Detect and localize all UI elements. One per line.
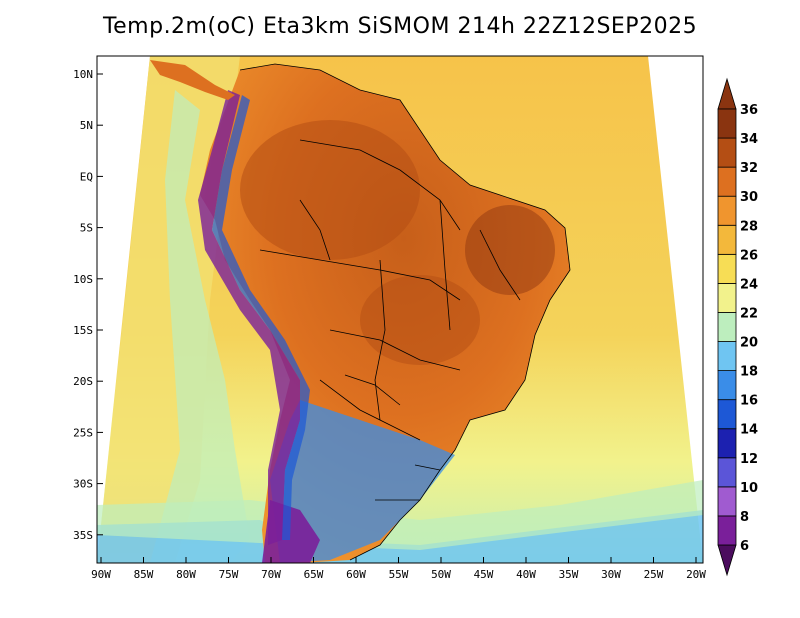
colorbar-segment <box>717 166 737 197</box>
colorbar-label: 26 <box>740 248 758 263</box>
colorbar-segment <box>717 341 737 371</box>
longitude-axis: 90W 85W 80W 75W 70W 65W 60W 55W 50W 45W 40W 35W 30W 2… <box>91 557 706 581</box>
southern-cool-land <box>270 400 455 563</box>
southern-cool-ocean <box>97 480 703 550</box>
amazon-hot-zone <box>240 120 420 260</box>
lat-tick-label: EQ <box>80 170 93 183</box>
political-borders <box>239 63 571 561</box>
colorbar-label: 34 <box>740 132 758 147</box>
lon-tick-label: 25W <box>644 568 664 581</box>
colorbar-segment <box>717 457 737 488</box>
lon-tick-label: 40W <box>516 568 536 581</box>
colorbar-segment <box>717 312 737 342</box>
lat-tick-label: 35S <box>73 529 93 542</box>
colorbar-segment <box>717 399 737 430</box>
colorbar-label: 22 <box>740 306 758 321</box>
colorbar-label: 8 <box>740 510 749 525</box>
colorbar-label: 14 <box>740 423 758 438</box>
colorbar-label: 12 <box>740 452 758 467</box>
lon-tick-label: 20W <box>686 568 706 581</box>
lat-tick-label: 10S <box>73 273 93 286</box>
colorbar-label: 6 <box>740 539 749 554</box>
lon-tick-label: 75W <box>219 568 239 581</box>
colorbar: 6 8 10 12 14 16 18 20 22 24 26 28 30 32 34 36 <box>717 77 758 577</box>
lon-tick-label: 60W <box>346 568 366 581</box>
lat-tick-label: 15S <box>73 324 93 337</box>
lon-tick-label: 50W <box>431 568 451 581</box>
colorbar-label: 30 <box>740 190 758 205</box>
pacific-coastal-cool-strip <box>150 90 250 563</box>
colorbar-label: 18 <box>740 365 758 380</box>
lon-tick-label: 80W <box>176 568 196 581</box>
colorbar-segment <box>717 486 737 517</box>
colorbar-label: 36 <box>740 103 758 118</box>
central-america-land <box>150 60 235 100</box>
lat-tick-label: 30S <box>73 478 93 491</box>
colorbar-segment <box>717 224 737 255</box>
map-title: Temp.2m(oC) Eta3km SiSMOM 214h 22Z12SEP2… <box>102 14 698 39</box>
colorbar-label: 32 <box>740 161 758 176</box>
lat-tick-label: 5N <box>80 119 93 132</box>
colorbar-label: 20 <box>740 336 758 351</box>
colorbar-segment <box>717 195 737 226</box>
colorbar-segment <box>717 515 737 546</box>
central-hot-zone <box>360 275 480 365</box>
lon-tick-label: 45W <box>474 568 494 581</box>
lon-tick-label: 55W <box>389 568 409 581</box>
andes-cool-fringe <box>212 95 310 540</box>
colorbar-segment <box>717 137 737 168</box>
latitude-axis: 10N 5N EQ 5S 10S 15S 20S 25S 30S 35S <box>73 68 103 542</box>
colorbar-label: 16 <box>740 394 758 409</box>
lat-tick-label: 5S <box>80 222 93 235</box>
lat-tick-label: 20S <box>73 375 93 388</box>
lon-tick-label: 70W <box>261 568 281 581</box>
colorbar-segment <box>717 428 737 459</box>
plot-frame <box>96 55 704 564</box>
lon-tick-label: 65W <box>304 568 324 581</box>
colorbar-label: 24 <box>740 277 758 292</box>
andes-cold-band <box>198 90 300 545</box>
northeast-hot-zone <box>465 205 555 295</box>
colorbar-segment <box>717 370 737 401</box>
colorbar-segment <box>717 282 737 313</box>
lat-tick-label: 25S <box>73 426 93 439</box>
colorbar-label: 10 <box>740 481 758 496</box>
lat-tick-label: 10N <box>73 68 93 81</box>
lon-tick-label: 85W <box>134 568 154 581</box>
colorbar-label: 28 <box>740 219 758 234</box>
colorbar-segment <box>717 108 737 139</box>
lon-tick-label: 35W <box>559 568 579 581</box>
colorbar-bottom-cap <box>717 544 737 577</box>
lon-tick-label: 30W <box>601 568 621 581</box>
colorbar-segment <box>717 253 737 284</box>
lon-tick-label: 90W <box>91 568 111 581</box>
colorbar-top-cap <box>717 77 737 110</box>
